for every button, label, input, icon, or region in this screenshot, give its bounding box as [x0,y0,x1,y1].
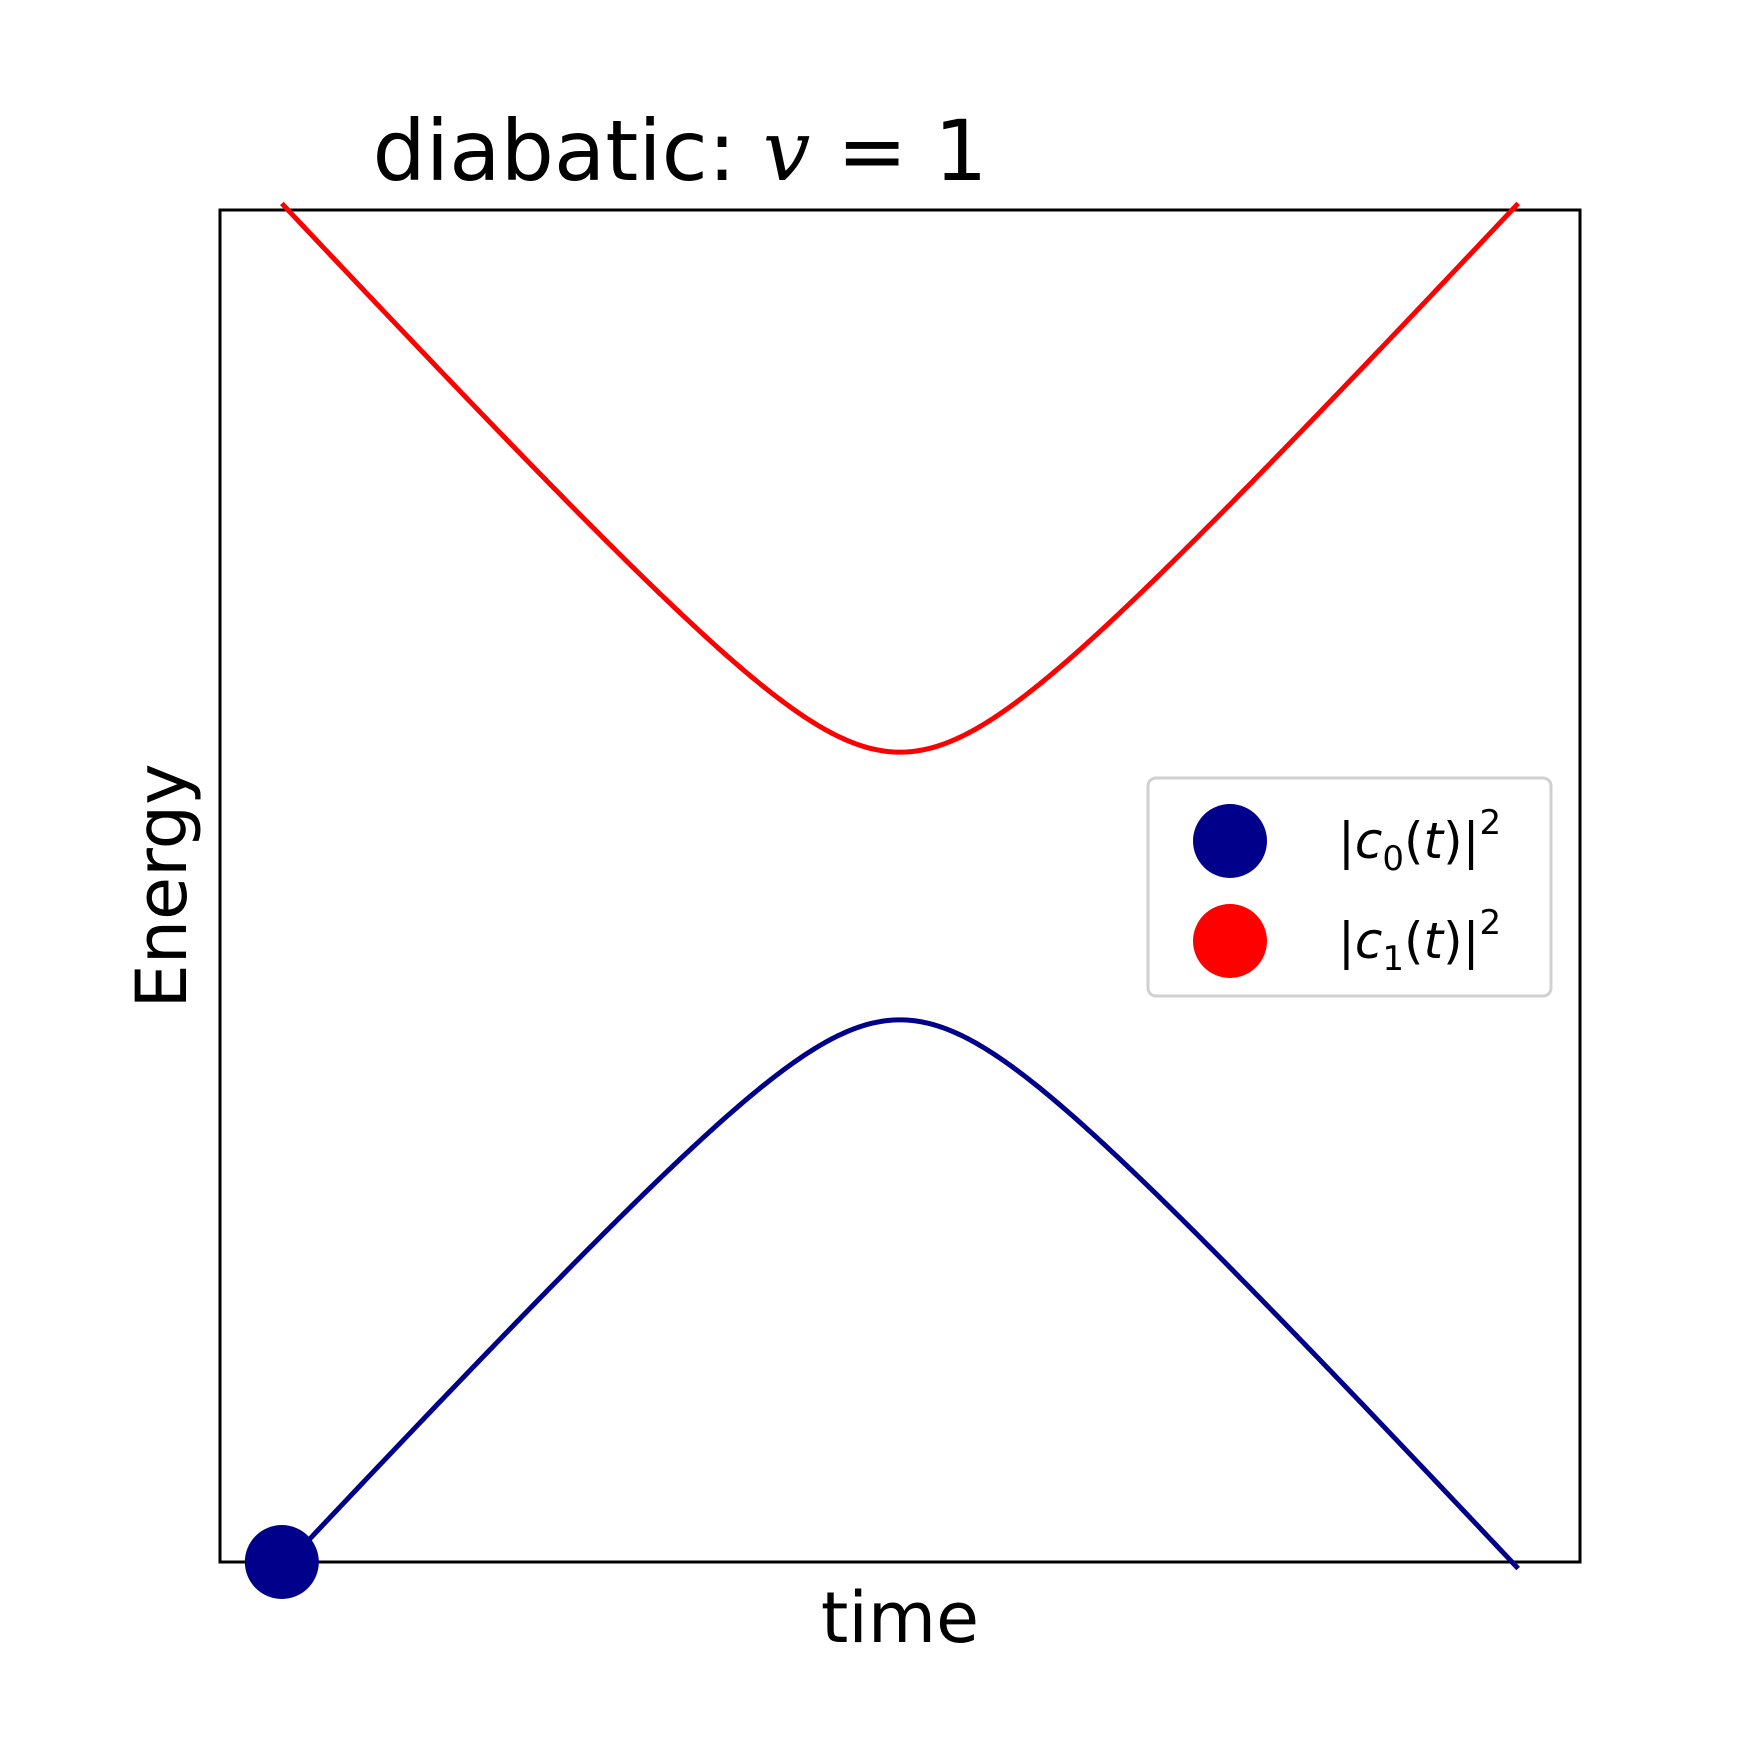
legend-marker-c1 [1193,904,1267,978]
title-rest: = 1 [810,102,987,200]
state-marker [244,1525,319,1599]
y-axis-label: Energy [121,763,203,1008]
curves-group [280,201,1520,1571]
title-prefix: diabatic: [372,102,762,200]
legend-label-c1: |c1(t)|2 [1338,903,1501,979]
chart-title: diabatic: v = 1 [372,102,987,200]
markers-group [244,1525,319,1599]
legend-label-c0: |c0(t)|2 [1338,803,1501,879]
x-axis-label: time [821,1577,979,1659]
legend: |c0(t)|2 |c1(t)|2 [1146,776,1553,998]
plot-frame [218,208,1582,1564]
curve-lower [280,1017,1520,1571]
title-var: v [763,102,810,200]
curve-upper [280,201,1520,755]
legend-marker-c0 [1193,804,1267,878]
